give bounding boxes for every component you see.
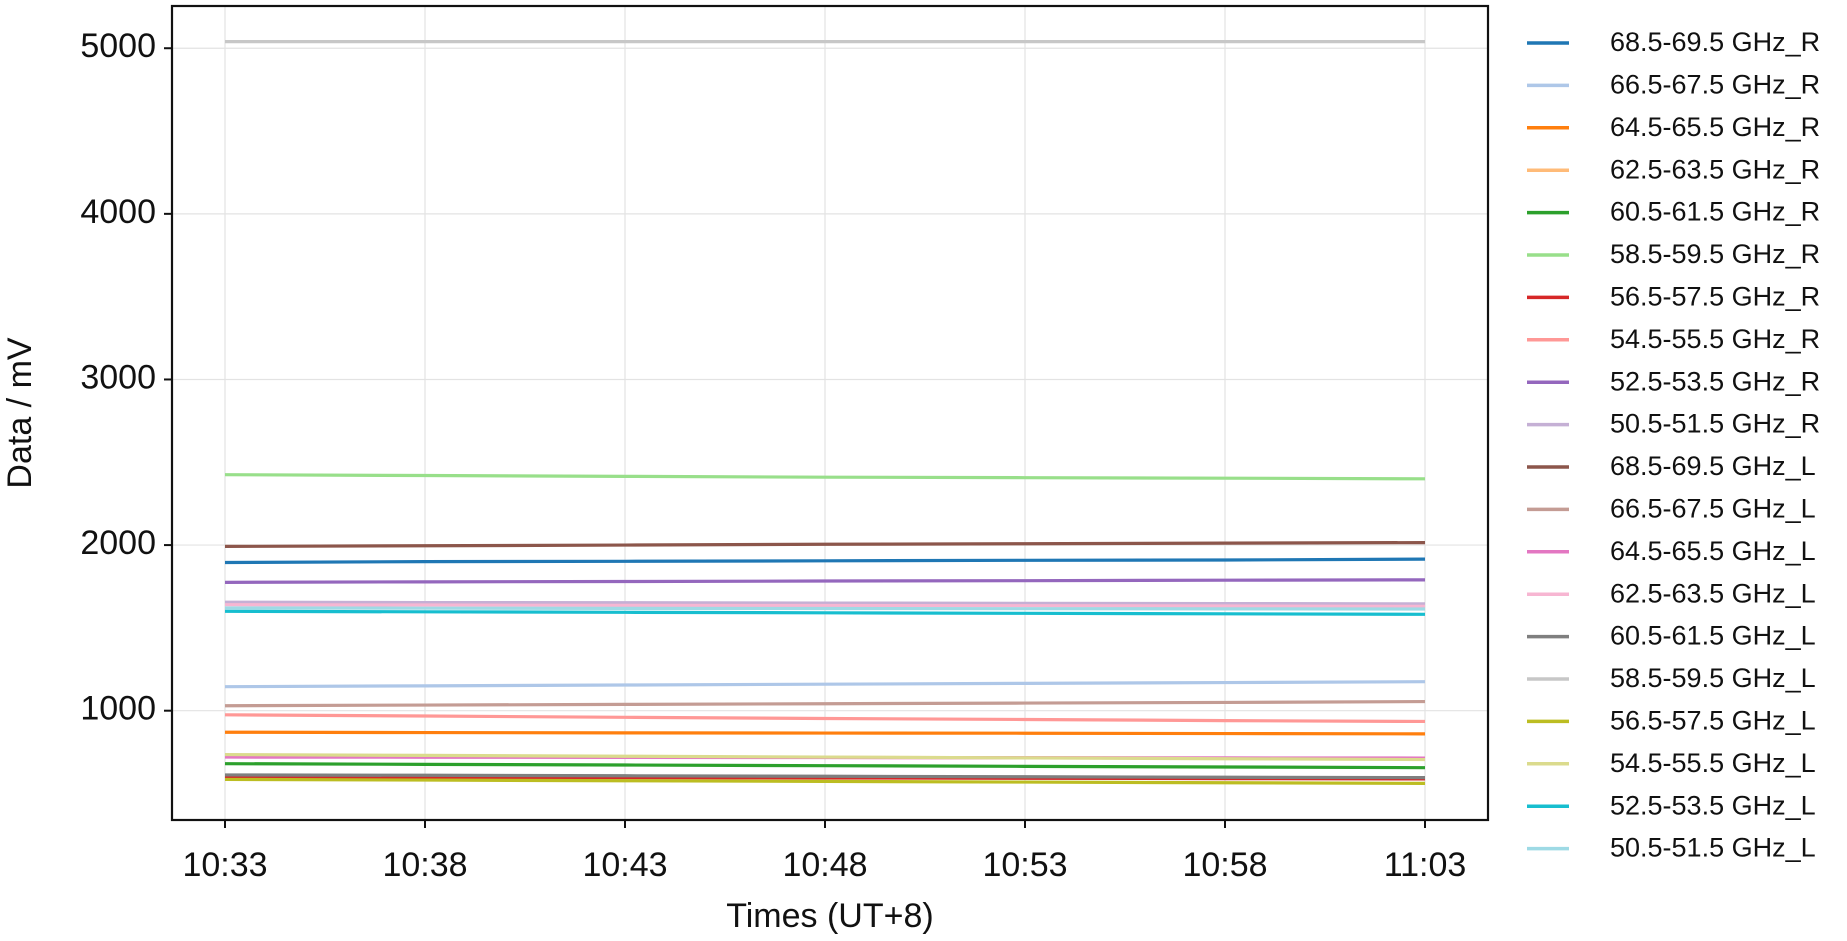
- legend-label: 54.5-55.5 GHz_L: [1610, 748, 1816, 778]
- legend-label: 62.5-63.5 GHz_L: [1610, 578, 1816, 608]
- legend-label: 62.5-63.5 GHz_R: [1610, 154, 1820, 184]
- series-line: [224, 600, 1426, 606]
- series-line: [224, 473, 1426, 481]
- legend-label: 56.5-57.5 GHz_L: [1610, 706, 1816, 736]
- x-axis-label: Times (UT+8): [726, 897, 933, 935]
- legend-label: 66.5-67.5 GHz_L: [1610, 494, 1816, 524]
- y-tick-label: 1000: [80, 690, 156, 728]
- legend-label: 50.5-51.5 GHz_L: [1610, 833, 1816, 863]
- series-line: [224, 699, 1426, 708]
- legend-label: 54.5-55.5 GHz_R: [1610, 324, 1820, 354]
- x-tick-label: 10:38: [382, 846, 467, 884]
- legend-label: 68.5-69.5 GHz_L: [1610, 451, 1816, 481]
- legend-label: 68.5-69.5 GHz_R: [1610, 27, 1820, 57]
- plot-frame: [170, 4, 1490, 822]
- series-line: [224, 540, 1426, 549]
- legend-label: 50.5-51.5 GHz_R: [1610, 409, 1820, 439]
- series-line: [224, 680, 1426, 689]
- legend-label: 56.5-57.5 GHz_R: [1610, 282, 1820, 312]
- x-tick-label: 10:43: [582, 846, 667, 884]
- series-line: [224, 578, 1426, 584]
- legend-label: 66.5-67.5 GHz_R: [1610, 70, 1820, 100]
- legend-label: 64.5-65.5 GHz_L: [1610, 536, 1816, 566]
- series-line: [224, 752, 1426, 762]
- series-line: [224, 777, 1426, 785]
- series-line: [224, 557, 1426, 565]
- legend-label: 64.5-65.5 GHz_R: [1610, 112, 1820, 142]
- x-tick-label: 10:48: [782, 846, 867, 884]
- legend-label: 52.5-53.5 GHz_R: [1610, 366, 1820, 396]
- series-line: [224, 606, 1426, 611]
- legend-label: 60.5-61.5 GHz_L: [1610, 621, 1816, 651]
- x-tick-label: 10:33: [182, 846, 267, 884]
- series-line: [224, 773, 1426, 780]
- y-tick-label: 3000: [80, 358, 156, 396]
- series-line: [224, 730, 1426, 736]
- legend-label: 60.5-61.5 GHz_R: [1610, 197, 1820, 227]
- series-line: [224, 762, 1426, 770]
- y-tick-label: 4000: [80, 193, 156, 231]
- legend-label: 58.5-59.5 GHz_R: [1610, 239, 1820, 269]
- series-line: [224, 603, 1426, 608]
- series-line: [224, 609, 1426, 616]
- legend-label: 58.5-59.5 GHz_L: [1610, 663, 1816, 693]
- legend-label: 52.5-53.5 GHz_L: [1610, 790, 1816, 820]
- x-tick-label: 10:53: [982, 846, 1067, 884]
- series-line: [224, 713, 1426, 724]
- y-tick-label: 5000: [80, 27, 156, 65]
- x-tick-label: 10:58: [1182, 846, 1267, 884]
- y-axis-label: Data / mV: [1, 337, 39, 488]
- x-tick-label: 11:03: [1384, 846, 1467, 884]
- y-tick-label: 2000: [80, 524, 156, 562]
